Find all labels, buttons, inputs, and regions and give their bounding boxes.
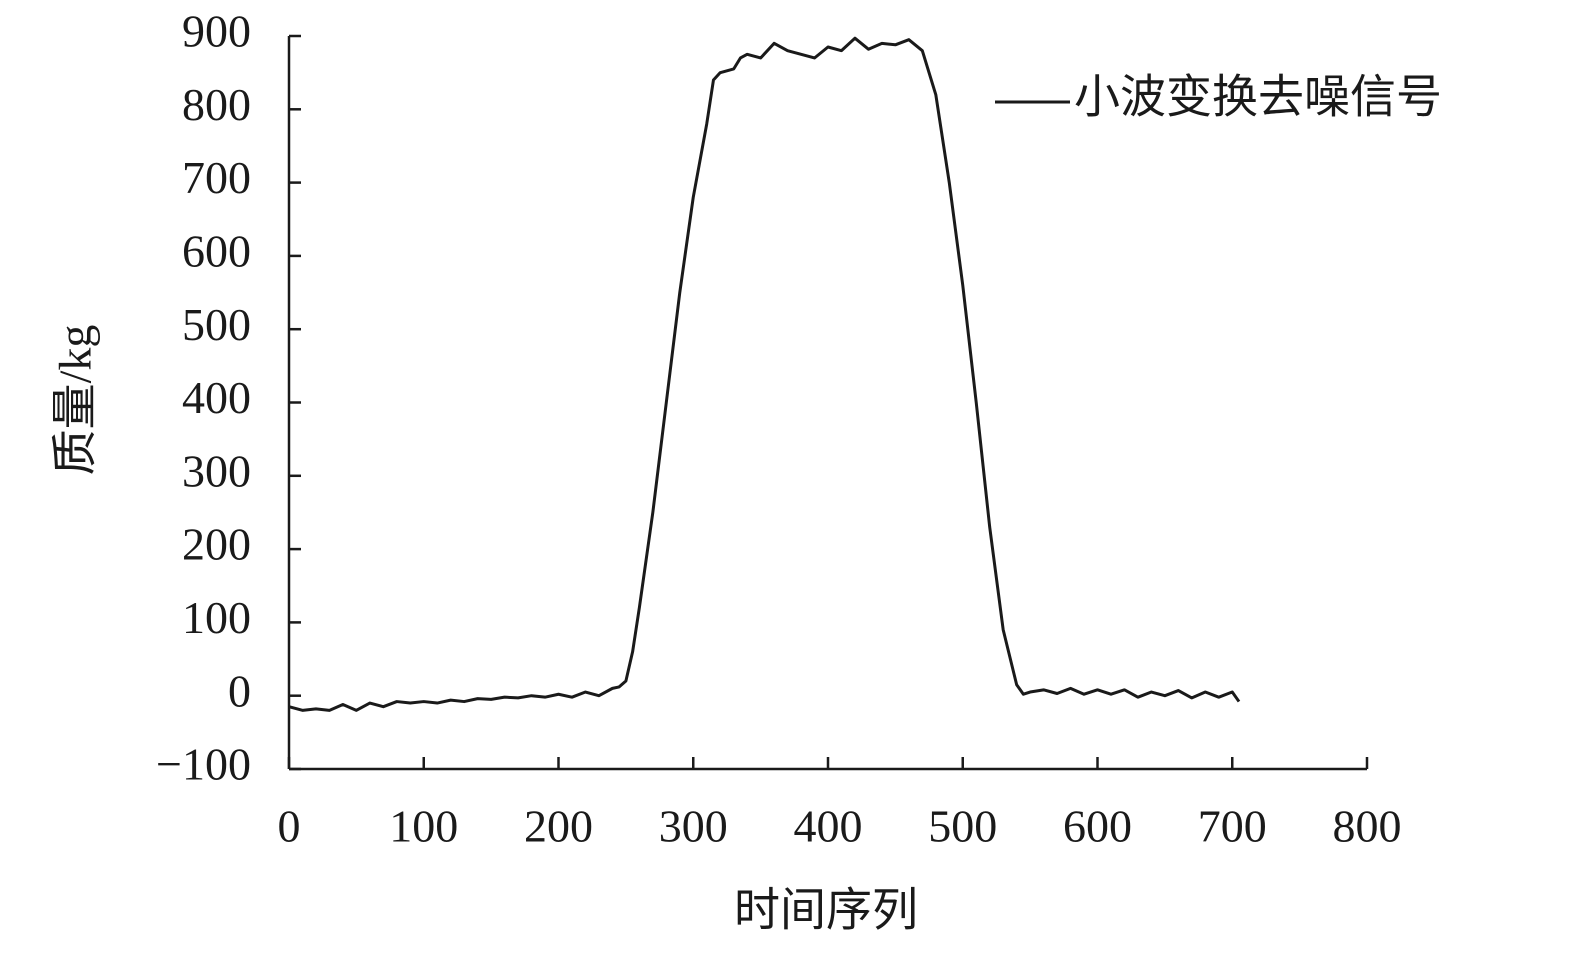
x-tick-label: 800 <box>1333 801 1402 852</box>
x-tick-label: 300 <box>659 801 728 852</box>
y-tick-label: −100 <box>156 739 251 790</box>
y-tick-label: 300 <box>182 445 251 496</box>
x-tick-label: 600 <box>1063 801 1132 852</box>
legend-label: 小波变换去噪信号 <box>1074 72 1442 123</box>
y-tick-label: 100 <box>182 592 251 643</box>
x-tick-label: 200 <box>524 801 593 852</box>
y-tick-label: 900 <box>182 6 251 57</box>
y-tick-label: 0 <box>228 665 251 716</box>
x-tick-label: 0 <box>278 801 301 852</box>
y-tick-label: 600 <box>182 225 251 276</box>
y-tick-label: 800 <box>182 79 251 130</box>
y-tick-label: 500 <box>182 299 251 350</box>
x-tick-label: 700 <box>1198 801 1267 852</box>
y-tick-label: 700 <box>182 152 251 203</box>
x-tick-label: 500 <box>928 801 997 852</box>
y-tick-label: 400 <box>182 372 251 423</box>
x-tick-label: 400 <box>794 801 863 852</box>
x-tick-label: 100 <box>389 801 458 852</box>
y-axis-title: 质量/kg <box>50 325 101 476</box>
data-line <box>288 36 1241 712</box>
x-axis-title: 时间序列 <box>734 885 918 936</box>
y-tick-label: 200 <box>182 519 251 570</box>
